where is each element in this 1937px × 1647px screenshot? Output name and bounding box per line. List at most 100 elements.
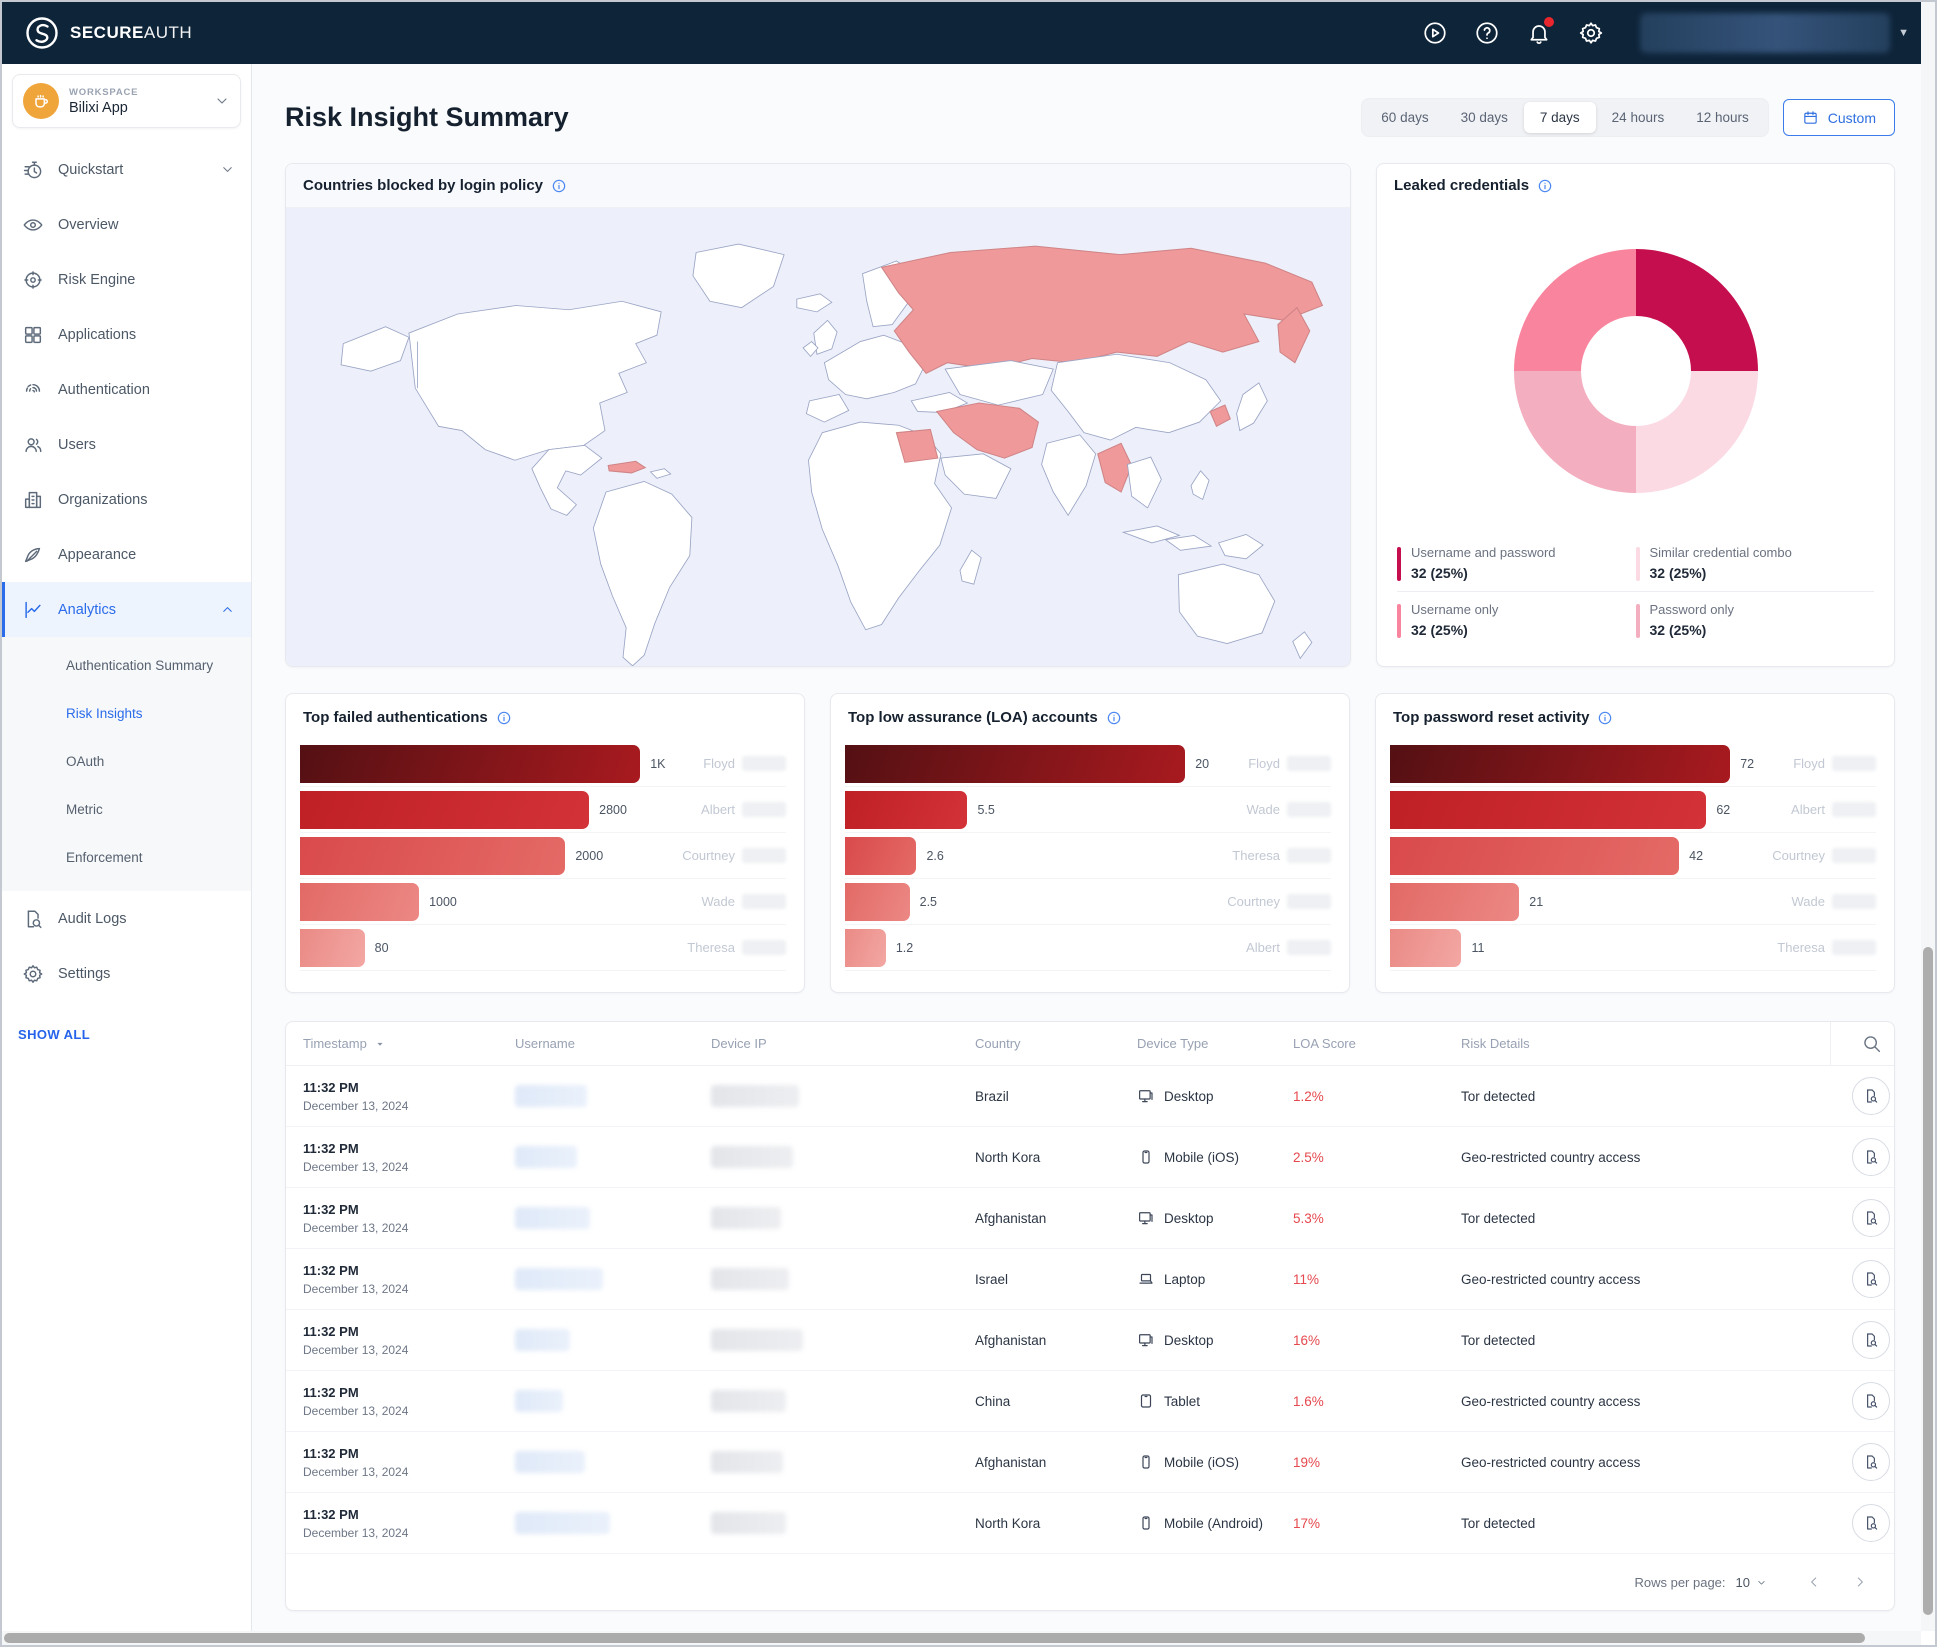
info-icon[interactable] xyxy=(1537,178,1553,194)
cell-timestamp: 11:32 PMDecember 13, 2024 xyxy=(286,1497,498,1550)
rows-per-page-select[interactable]: 10 xyxy=(1736,1575,1768,1590)
horizontal-scrollbar-thumb[interactable] xyxy=(4,1633,1865,1643)
horizontal-scrollbar[interactable] xyxy=(2,1631,1921,1645)
sidebar-item-label: Applications xyxy=(58,327,136,343)
bar xyxy=(845,883,910,921)
bar xyxy=(845,791,967,829)
range-12-hours[interactable]: 12 hours xyxy=(1680,102,1765,133)
sidebar-subitem-oauth[interactable]: OAuth xyxy=(2,737,251,785)
notifications-bell-icon[interactable] xyxy=(1526,20,1552,46)
cell-username xyxy=(498,1075,694,1117)
device-ip-redacted xyxy=(711,1146,793,1168)
users-icon xyxy=(22,434,44,456)
table-row[interactable]: 11:32 PMDecember 13, 2024IsraelLaptop11%… xyxy=(286,1249,1894,1310)
table-row[interactable]: 11:32 PMDecember 13, 2024AfghanistanDesk… xyxy=(286,1188,1894,1249)
sidebar-item-organizations[interactable]: Organizations xyxy=(2,472,251,527)
sidebar-subitem-authentication-summary[interactable]: Authentication Summary xyxy=(2,641,251,689)
table-row[interactable]: 11:32 PMDecember 13, 2024North KoraMobil… xyxy=(286,1127,1894,1188)
country-saudi-arabia xyxy=(941,454,1011,499)
range-60-days[interactable]: 60 days xyxy=(1365,102,1444,133)
custom-range-button[interactable]: Custom xyxy=(1783,99,1895,136)
range-24-hours[interactable]: 24 hours xyxy=(1596,102,1681,133)
sidebar-item-users[interactable]: Users xyxy=(2,417,251,472)
cell-timestamp: 11:32 PMDecember 13, 2024 xyxy=(286,1436,498,1489)
sidebar-item-authentication[interactable]: Authentication xyxy=(2,362,251,417)
sort-caret-icon[interactable] xyxy=(373,1037,387,1051)
cell-device-ip xyxy=(694,1258,958,1300)
help-icon[interactable] xyxy=(1474,20,1500,46)
column-header-username[interactable]: Username xyxy=(498,1036,694,1051)
bar-row: 20Floyd xyxy=(845,741,1331,787)
view-details-button[interactable] xyxy=(1852,1382,1890,1420)
column-header-device-ip[interactable]: Device IP xyxy=(694,1036,958,1051)
info-icon[interactable] xyxy=(496,710,512,726)
table-row[interactable]: 11:32 PMDecember 13, 2024AfghanistanDesk… xyxy=(286,1310,1894,1371)
mobile-icon xyxy=(1137,1514,1155,1532)
view-details-button[interactable] xyxy=(1852,1443,1890,1481)
cell-device-type: Mobile (Android) xyxy=(1120,1504,1276,1542)
view-details-button[interactable] xyxy=(1852,1321,1890,1359)
previous-page-button[interactable] xyxy=(1806,1574,1822,1590)
range-7-days[interactable]: 7 days xyxy=(1524,102,1596,133)
info-icon[interactable] xyxy=(1597,710,1613,726)
cell-action xyxy=(1830,1067,1894,1125)
next-page-button[interactable] xyxy=(1852,1574,1868,1590)
show-all-link[interactable]: SHOW ALL xyxy=(18,1027,251,1042)
sidebar-subitem-risk-insights[interactable]: Risk Insights xyxy=(2,689,251,737)
settings-gear-icon[interactable] xyxy=(1578,20,1604,46)
bar-category-label: Theresa xyxy=(687,940,735,955)
view-details-button[interactable] xyxy=(1852,1077,1890,1115)
cell-country: Brazil xyxy=(958,1079,1120,1114)
cell-action xyxy=(1830,1494,1894,1552)
sidebar-subitem-metric[interactable]: Metric xyxy=(2,785,251,833)
table-row[interactable]: 11:32 PMDecember 13, 2024ChinaTablet1.6%… xyxy=(286,1371,1894,1432)
vertical-scrollbar[interactable] xyxy=(1921,2,1935,1631)
sidebar-item-analytics[interactable]: Analytics xyxy=(2,582,251,637)
table-row[interactable]: 11:32 PMDecember 13, 2024BrazilDesktop1.… xyxy=(286,1066,1894,1127)
mobile-icon xyxy=(1137,1453,1155,1471)
bar-category-label: Floyd xyxy=(1248,756,1280,771)
username-redacted xyxy=(515,1146,577,1168)
view-details-button[interactable] xyxy=(1852,1260,1890,1298)
bar-category-label: Wade xyxy=(1792,894,1825,909)
sidebar-item-audit-logs[interactable]: Audit Logs xyxy=(2,891,251,946)
grid-icon xyxy=(22,324,44,346)
view-details-button[interactable] xyxy=(1852,1138,1890,1176)
play-circle-icon[interactable] xyxy=(1422,20,1448,46)
range-30-days[interactable]: 30 days xyxy=(1445,102,1524,133)
view-details-button[interactable] xyxy=(1852,1199,1890,1237)
bar-chart: 72Floyd62Albert42Courtney21Wade11Theresa xyxy=(1390,739,1880,971)
cell-risk-details: Geo-restricted country access xyxy=(1444,1384,1830,1419)
table-row[interactable]: 11:32 PMDecember 13, 2024North KoraMobil… xyxy=(286,1493,1894,1554)
info-icon[interactable] xyxy=(551,178,567,194)
user-account-menu[interactable]: ▼ xyxy=(1640,13,1909,53)
table-row[interactable]: 11:32 PMDecember 13, 2024AfghanistanMobi… xyxy=(286,1432,1894,1493)
sidebar-item-appearance[interactable]: Appearance xyxy=(2,527,251,582)
audit-log-icon xyxy=(22,908,44,930)
line-chart-icon xyxy=(22,599,44,621)
table-search-button[interactable] xyxy=(1830,1022,1894,1065)
sidebar-item-label: Quickstart xyxy=(58,162,123,178)
column-header-country[interactable]: Country xyxy=(958,1036,1120,1051)
sidebar-item-settings[interactable]: Settings xyxy=(2,946,251,1001)
sidebar-item-quickstart[interactable]: Quickstart xyxy=(2,142,251,197)
column-header-label: Timestamp xyxy=(303,1036,367,1051)
view-details-button[interactable] xyxy=(1852,1504,1890,1542)
timestamp-time: 11:32 PM xyxy=(303,1202,498,1217)
column-header-device-type[interactable]: Device Type xyxy=(1120,1036,1276,1051)
country-canada-usa xyxy=(409,301,661,460)
sidebar-item-risk-engine[interactable]: Risk Engine xyxy=(2,252,251,307)
column-header-timestamp[interactable]: Timestamp xyxy=(286,1036,498,1051)
sidebar-subitem-enforcement[interactable]: Enforcement xyxy=(2,833,251,881)
vertical-scrollbar-thumb[interactable] xyxy=(1923,947,1933,1615)
top-navigation-bar: SECUREAUTH ▼ xyxy=(2,2,1935,64)
sidebar-item-overview[interactable]: Overview xyxy=(2,197,251,252)
workspace-switcher[interactable]: WORKSPACE Bilixi App xyxy=(12,74,241,128)
info-icon[interactable] xyxy=(1106,710,1122,726)
timestamp-time: 11:32 PM xyxy=(303,1080,498,1095)
sidebar-item-label: Settings xyxy=(58,966,110,982)
column-header-loa-score[interactable]: LOA Score xyxy=(1276,1036,1444,1051)
sidebar-item-applications[interactable]: Applications xyxy=(2,307,251,362)
column-header-risk-details[interactable]: Risk Details xyxy=(1444,1036,1830,1051)
legend-item-username-only: Username only32 (25%) xyxy=(1397,591,1636,648)
